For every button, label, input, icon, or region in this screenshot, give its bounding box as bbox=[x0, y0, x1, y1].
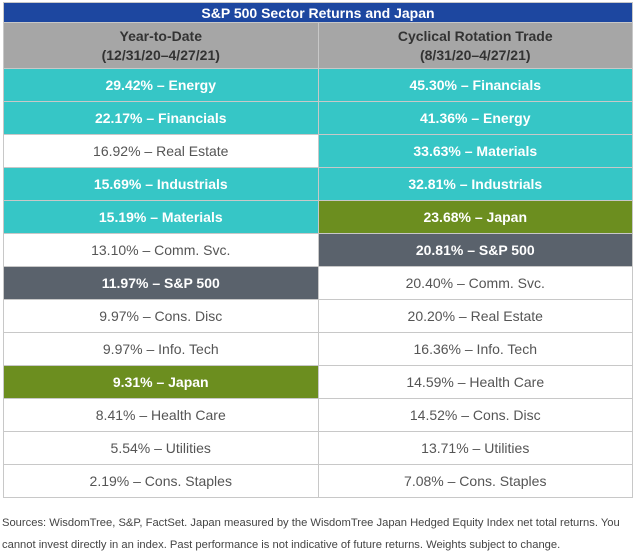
table-row: 16.92% – Real Estate 33.63% – Materials bbox=[3, 134, 633, 168]
source-line: Sources: WisdomTree, S&P, FactSet. Japan… bbox=[2, 517, 620, 529]
table-cell: 22.17% – Financials bbox=[3, 101, 319, 135]
column-header: Year-to-Date (12/31/20–4/27/21) bbox=[3, 22, 319, 69]
table-cell: 15.19% – Materials bbox=[3, 200, 319, 234]
table-cell: 45.30% – Financials bbox=[317, 68, 633, 102]
table-cell: 33.63% – Materials bbox=[317, 134, 633, 168]
table-row: 15.69% – Industrials 32.81% – Industrials bbox=[3, 167, 633, 201]
table-row: 9.97% – Info. Tech 16.36% – Info. Tech bbox=[3, 332, 633, 366]
source-line: cannot invest directly in an index. Past… bbox=[2, 539, 561, 551]
table-cell: 15.69% – Industrials bbox=[3, 167, 319, 201]
table-row: 15.19% – Materials 23.68% – Japan bbox=[3, 200, 633, 234]
table-row: 22.17% – Financials 41.36% – Energy bbox=[3, 101, 633, 135]
table-cell: 20.81% – S&P 500 bbox=[317, 233, 633, 267]
table-cell: 29.42% – Energy bbox=[3, 68, 319, 102]
table-row: 29.42% – Energy 45.30% – Financials bbox=[3, 68, 633, 102]
table-cell: 13.71% – Utilities bbox=[317, 431, 633, 465]
column-header: Cyclical Rotation Trade (8/31/20–4/27/21) bbox=[317, 22, 633, 69]
header-line: Cyclical Rotation Trade bbox=[397, 27, 553, 44]
table-cell: 14.59% – Health Care bbox=[317, 365, 633, 399]
table-cell: 32.81% – Industrials bbox=[317, 167, 633, 201]
table-cell: 14.52% – Cons. Disc bbox=[317, 398, 633, 432]
header-row: Year-to-Date (12/31/20–4/27/21) Cyclical R… bbox=[3, 22, 633, 69]
table-cell: 7.08% – Cons. Staples bbox=[317, 464, 633, 498]
table-row: 8.41% – Health Care 14.52% – Cons. Disc bbox=[3, 398, 633, 432]
returns-table: S&P 500 Sector Returns and Japan Year-to… bbox=[3, 2, 633, 498]
table-row: 9.31% – Japan 14.59% – Health Care bbox=[3, 365, 633, 399]
table-row: 11.97% – S&P 500 20.40% – Comm. Svc. bbox=[3, 266, 633, 300]
table-row: 9.97% – Cons. Disc 20.20% – Real Estate bbox=[3, 299, 633, 333]
table-title: S&P 500 Sector Returns and Japan bbox=[3, 2, 633, 23]
table-cell: 20.40% – Comm. Svc. bbox=[317, 266, 633, 300]
table-cell: 16.92% – Real Estate bbox=[3, 134, 319, 168]
table-cell: 13.10% – Comm. Svc. bbox=[3, 233, 319, 267]
sources: Sources: WisdomTree, S&P, FactSet. Japan… bbox=[2, 512, 638, 556]
table-cell: 20.20% – Real Estate bbox=[317, 299, 633, 333]
table-cell: 9.97% – Cons. Disc bbox=[3, 299, 319, 333]
table-cell: 23.68% – Japan bbox=[317, 200, 633, 234]
table-cell: 16.36% – Info. Tech bbox=[317, 332, 633, 366]
table-cell: 5.54% – Utilities bbox=[3, 431, 319, 465]
header-line: (8/31/20–4/27/21) bbox=[419, 46, 531, 63]
table-row: 2.19% – Cons. Staples 7.08% – Cons. Stapl… bbox=[3, 464, 633, 498]
table-row: 13.10% – Comm. Svc. 20.81% – S&P 500 bbox=[3, 233, 633, 267]
table-cell: 11.97% – S&P 500 bbox=[3, 266, 319, 300]
header-line: (12/31/20–4/27/21) bbox=[101, 46, 220, 63]
table-row: 5.54% – Utilities 13.71% – Utilities bbox=[3, 431, 633, 465]
table-cell: 9.97% – Info. Tech bbox=[3, 332, 319, 366]
table-cell: 9.31% – Japan bbox=[3, 365, 319, 399]
table-cell: 41.36% – Energy bbox=[317, 101, 633, 135]
table-cell: 2.19% – Cons. Staples bbox=[3, 464, 319, 498]
table-cell: 8.41% – Health Care bbox=[3, 398, 319, 432]
header-line: Year-to-Date bbox=[119, 27, 202, 44]
